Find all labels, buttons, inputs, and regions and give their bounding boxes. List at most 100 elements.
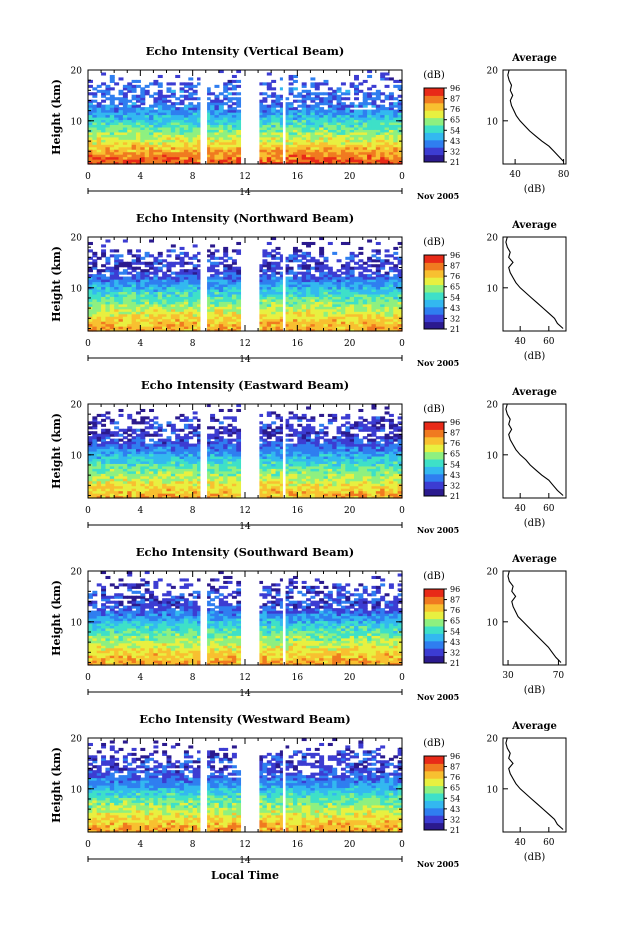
heatmap-cell — [210, 414, 215, 417]
heatmap-cell — [293, 95, 298, 98]
heatmap-cell — [123, 429, 128, 432]
heatmap-cell — [119, 429, 124, 432]
heatmap-cell — [289, 277, 294, 280]
heatmap-cell — [110, 87, 115, 90]
x-tick-label: 12 — [239, 339, 250, 349]
heatmap-cell — [385, 95, 390, 98]
heatmap-cell — [184, 82, 189, 85]
heatmap-cell — [358, 102, 363, 105]
heatmap-cell — [276, 110, 281, 113]
heatmap-cell — [140, 269, 145, 272]
heatmap-cell — [289, 254, 294, 257]
heatmap-cell — [171, 244, 176, 247]
heatmap-cell — [302, 82, 307, 85]
heatmap-cell — [127, 414, 132, 417]
x-tick-label: 0 — [399, 339, 405, 349]
heatmap-cell — [184, 262, 189, 265]
heatmap-cell — [289, 102, 294, 105]
heatmap-cell — [149, 434, 154, 437]
heatmap-cell — [214, 85, 219, 88]
heatmap-cell — [385, 254, 390, 257]
heatmap-cell — [385, 249, 390, 252]
heatmap-cell — [171, 262, 176, 265]
heatmap-cell — [145, 107, 150, 110]
x-tick-label: 16 — [292, 172, 304, 182]
heatmap-cell — [136, 249, 141, 252]
heatmap-cell — [123, 441, 128, 444]
heatmap-cell — [289, 87, 294, 90]
heatmap-cell — [389, 102, 394, 105]
heatmap-cell — [302, 272, 307, 275]
colorbar-swatch — [424, 118, 444, 126]
x-tick-label: 12 — [239, 172, 250, 182]
heatmap-cell — [193, 244, 198, 247]
heatmap-cell — [297, 249, 302, 252]
heatmap-cell — [393, 274, 398, 277]
heatmap-cell — [297, 259, 302, 262]
heatmap-cell — [153, 267, 158, 270]
average-title: Average — [511, 220, 557, 231]
heatmap-cell — [158, 434, 163, 437]
heatmap-cell — [119, 77, 124, 80]
heatmap-cell — [271, 262, 276, 265]
heatmap-cell — [97, 269, 102, 272]
colorbar-swatch — [424, 285, 444, 293]
colorbar-tick-label: 32 — [450, 314, 460, 323]
heatmap-cell — [188, 444, 193, 447]
heatmap-cell — [380, 259, 385, 262]
heatmap-cell — [223, 110, 228, 113]
heatmap-cell — [354, 110, 359, 113]
heatmap-cell — [105, 85, 110, 88]
y-tick-label: 10 — [71, 284, 83, 294]
heatmap-cell — [223, 416, 228, 419]
heatmap-cell — [350, 102, 355, 105]
heatmap-cell — [132, 429, 137, 432]
heatmap-cell — [315, 277, 320, 280]
heatmap-cell — [101, 72, 106, 75]
colorbar-tick-label: 65 — [450, 116, 460, 125]
heatmap-cell — [88, 249, 93, 252]
heatmap-cell — [180, 87, 185, 90]
panel-1 — [88, 237, 566, 361]
heatmap-cell — [262, 269, 267, 272]
heatmap-cell — [145, 262, 150, 265]
heatmap-cell — [371, 92, 376, 95]
heatmap-cell — [162, 259, 167, 262]
heatmap-cell — [393, 97, 398, 100]
heatmap-cell — [319, 92, 324, 95]
heatmap-cell — [214, 257, 219, 260]
heatmap-cell — [101, 424, 106, 427]
heatmap-cell — [354, 75, 359, 78]
y-tick-label: 10 — [71, 117, 83, 127]
heatmap-cell — [123, 277, 128, 280]
heatmap-cell — [171, 102, 176, 105]
colorbar-swatch — [424, 299, 444, 307]
colorbar-tick-label: 87 — [450, 262, 460, 271]
heatmap-cell — [337, 95, 342, 98]
average-x-tick-label: 60 — [543, 337, 555, 347]
heatmap-cell — [214, 95, 219, 98]
heatmap-cell — [324, 272, 329, 275]
heatmap-cell — [289, 82, 294, 85]
colorbar-tick-label: 43 — [450, 304, 460, 313]
heatmap-cell — [110, 95, 115, 98]
heatmap-cell — [380, 274, 385, 277]
colorbar-swatch — [424, 270, 444, 278]
heatmap-cell — [167, 95, 172, 98]
heatmap-cell — [153, 416, 158, 419]
heatmap-cell — [127, 434, 132, 437]
heatmap-cell — [180, 429, 185, 432]
heatmap-cell — [363, 267, 368, 270]
heatmap-cell — [175, 254, 180, 257]
heatmap-cell — [293, 87, 298, 90]
heatmap-cell — [110, 431, 115, 434]
heatmap-cell — [180, 107, 185, 110]
x-tick-label: 0 — [85, 172, 91, 182]
heatmap-cell — [167, 249, 172, 252]
colorbar-swatch — [424, 140, 444, 148]
heatmap-cell — [345, 262, 350, 265]
heatmap-cell — [223, 426, 228, 429]
heatmap-cell — [350, 252, 355, 255]
heatmap-cell — [132, 259, 137, 262]
